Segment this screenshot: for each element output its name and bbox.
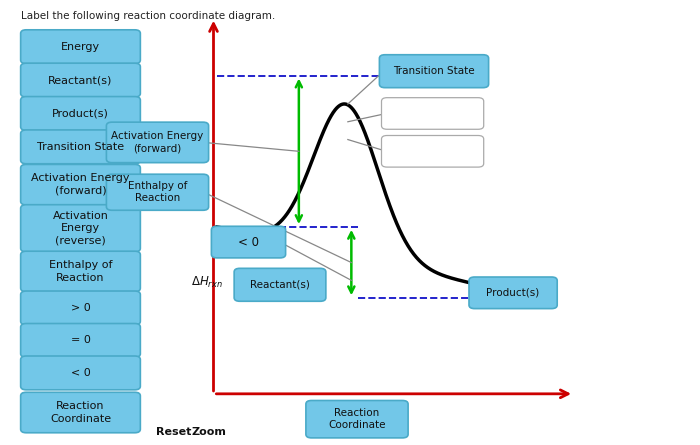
FancyBboxPatch shape — [21, 30, 140, 64]
FancyBboxPatch shape — [234, 268, 326, 301]
Text: Reaction
Coordinate: Reaction Coordinate — [328, 408, 386, 430]
Text: Product(s): Product(s) — [52, 109, 109, 118]
Text: Zoom: Zoom — [191, 427, 226, 437]
FancyBboxPatch shape — [21, 291, 140, 325]
Text: Enthalpy of
Reaction: Enthalpy of Reaction — [128, 181, 187, 203]
FancyBboxPatch shape — [21, 392, 140, 433]
Text: < 0: < 0 — [238, 235, 259, 249]
Text: Transition State: Transition State — [37, 142, 124, 152]
Text: Reset: Reset — [156, 427, 191, 437]
FancyBboxPatch shape — [21, 324, 140, 357]
FancyBboxPatch shape — [382, 97, 484, 129]
Text: Energy: Energy — [61, 42, 100, 52]
Text: > 0: > 0 — [71, 303, 90, 313]
Text: Reaction
Coordinate: Reaction Coordinate — [50, 401, 111, 424]
FancyBboxPatch shape — [21, 130, 140, 164]
Text: Activation Energy
(forward): Activation Energy (forward) — [111, 131, 204, 154]
Text: Reactant(s): Reactant(s) — [250, 280, 310, 290]
FancyBboxPatch shape — [21, 164, 140, 205]
FancyBboxPatch shape — [306, 400, 408, 438]
Text: = 0: = 0 — [71, 336, 90, 345]
Text: < 0: < 0 — [71, 368, 90, 378]
FancyBboxPatch shape — [106, 122, 209, 162]
FancyBboxPatch shape — [21, 205, 140, 252]
Text: Activation Energy
(forward): Activation Energy (forward) — [32, 174, 130, 196]
Text: Enthalpy of
Reaction: Enthalpy of Reaction — [49, 260, 112, 283]
FancyBboxPatch shape — [106, 174, 209, 210]
FancyBboxPatch shape — [382, 135, 484, 167]
FancyBboxPatch shape — [211, 226, 286, 258]
Text: $\Delta H_{rxn}$: $\Delta H_{rxn}$ — [191, 275, 223, 290]
Text: Activation
Energy
(reverse): Activation Energy (reverse) — [52, 211, 108, 246]
FancyBboxPatch shape — [469, 277, 557, 309]
Text: Reactant(s): Reactant(s) — [48, 75, 113, 85]
Text: Product(s): Product(s) — [486, 288, 540, 298]
FancyBboxPatch shape — [379, 55, 489, 88]
FancyBboxPatch shape — [21, 97, 140, 130]
FancyBboxPatch shape — [21, 356, 140, 390]
Text: Label the following reaction coordinate diagram.: Label the following reaction coordinate … — [21, 11, 275, 21]
FancyBboxPatch shape — [21, 251, 140, 292]
Text: Transition State: Transition State — [393, 66, 475, 76]
FancyBboxPatch shape — [21, 63, 140, 97]
